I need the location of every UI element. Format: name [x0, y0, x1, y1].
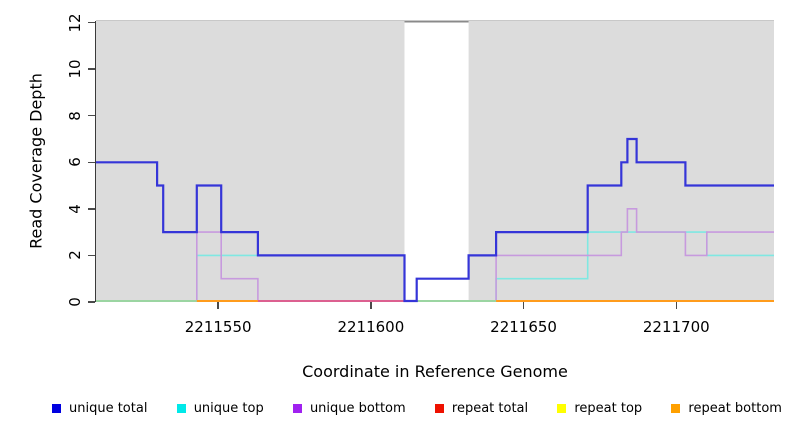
series-line-unique-total [96, 137, 774, 303]
y-tick-label: 10 [66, 59, 84, 79]
y-tick-mark [88, 301, 95, 303]
y-tick-label: 12 [66, 12, 84, 33]
x-tick-label: 2211650 [490, 318, 557, 336]
legend-item: unique top [176, 400, 264, 416]
x-tick-mark [522, 302, 525, 309]
legend-swatch-icon [557, 403, 567, 413]
y-tick-label: 2 [66, 250, 84, 261]
legend-label: unique top [193, 400, 264, 416]
legend-swatch-icon [176, 403, 186, 413]
y-axis-line [94, 21, 96, 302]
legend-label: repeat bottom [688, 400, 782, 416]
y-tick-mark [88, 21, 95, 24]
x-tick-label: 2211700 [642, 318, 710, 336]
legend: unique total unique top unique bottom repea… [0, 398, 792, 418]
y-axis-title: Read Coverage Depth [26, 73, 46, 249]
chart-canvas [96, 21, 774, 303]
legend-label: repeat top [574, 400, 643, 416]
y-tick-label: 4 [66, 204, 84, 214]
y-tick-mark [88, 208, 95, 210]
x-tick-label: 2211600 [337, 318, 405, 336]
y-tick-label: 0 [66, 297, 84, 307]
y-tick-label: 8 [66, 110, 84, 121]
legend-item: repeat bottom [671, 401, 782, 416]
x-tick-mark [217, 302, 219, 309]
legend-swatch-icon [52, 403, 61, 413]
plot-area [96, 20, 774, 303]
x-tick-mark [675, 302, 678, 309]
legend-label: unique bottom [309, 400, 406, 416]
y-tick-label: 6 [66, 157, 84, 168]
y-tick-mark [88, 161, 95, 163]
y-tick-mark [88, 254, 95, 257]
legend-swatch-icon [292, 403, 302, 413]
legend-item: unique total [52, 401, 147, 416]
legend-item: unique bottom [292, 400, 406, 416]
legend-label: unique total [69, 400, 148, 416]
x-axis-title: Coordinate in Reference Genome [302, 362, 568, 381]
legend-swatch-icon [434, 403, 444, 413]
y-tick-mark [88, 68, 95, 70]
x-tick-label: 2211550 [184, 318, 252, 336]
legend-label: repeat total [451, 400, 529, 416]
series-line-unique-bottom [96, 208, 774, 302]
legend-swatch-icon [671, 403, 681, 413]
legend-item: repeat total [434, 400, 529, 416]
mask-region [404, 21, 469, 302]
x-tick-mark [370, 302, 372, 309]
legend-item: repeat top [557, 401, 642, 416]
y-tick-mark [88, 114, 95, 117]
